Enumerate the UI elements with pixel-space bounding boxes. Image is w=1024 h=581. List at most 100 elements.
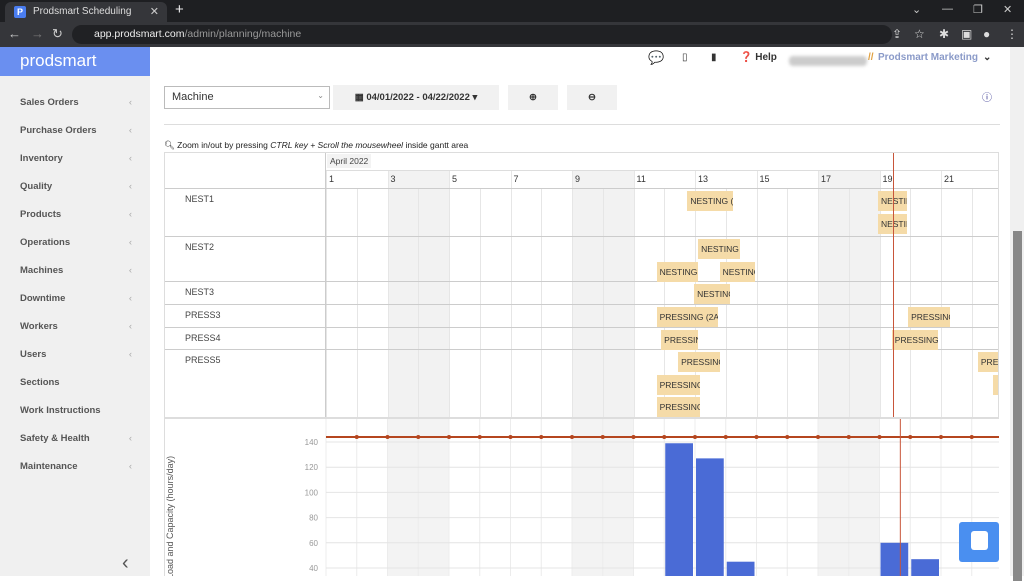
gantt-task-bar[interactable]: NESTING — [698, 239, 740, 259]
sidebar-item-label: Purchase Orders — [20, 125, 97, 136]
info-icon[interactable]: ⓘ — [982, 93, 992, 104]
chevron-down-icon: ⌄ — [317, 91, 324, 100]
sidebar-item[interactable]: Machines ‹ — [20, 265, 132, 276]
gantt-chart[interactable]: April 2022 1 3 5 7 9 11 13 15 17 19 21 NEST1 NEST2 NES… — [164, 152, 999, 418]
url-bar[interactable]: app.prodsmart.com/admin/planning/machine — [72, 25, 892, 44]
collapse-sidebar-icon[interactable]: ‹ — [122, 552, 129, 574]
chevron-left-icon: ‹ — [128, 461, 132, 472]
sidebar-item-label: Operations — [20, 237, 71, 248]
tab-search-icon[interactable]: ⌄ — [912, 4, 922, 16]
chevron-left-icon: ‹ — [128, 237, 132, 248]
chart-svg: 40 60 80 100 120 140 Load and Capacity (hours/… — [165, 419, 999, 576]
share-icon[interactable]: ⇪ — [892, 27, 903, 41]
day-gridline — [664, 189, 666, 417]
y-tick-label: 100 — [305, 488, 319, 497]
zoom-in-icon: ⊕ — [529, 92, 537, 103]
logo[interactable]: prodsmart — [0, 47, 150, 76]
capacity-point — [354, 434, 359, 439]
zoom-in-button[interactable]: ⊕ — [508, 85, 558, 110]
chat-widget-button[interactable] — [959, 522, 999, 562]
view-select-value: Machine — [172, 91, 214, 103]
chevron-left-icon: ‹ — [128, 125, 132, 136]
hint-suffix: inside gantt area — [403, 140, 469, 150]
chevron-left-icon: ‹ — [128, 181, 132, 192]
weekend-shade — [818, 419, 849, 576]
hint-key: CTRL key + Scroll the mousewheel — [270, 140, 404, 150]
sidebar-item[interactable]: Products ‹ — [20, 209, 132, 220]
view-select[interactable]: Machine ⌄ — [164, 86, 330, 109]
sidebar-item-label: Users — [20, 349, 47, 360]
gantt-task-bar[interactable]: NESTING — [719, 261, 755, 282]
gantt-task-bar[interactable]: PRESSING — [656, 374, 700, 395]
date-range-button[interactable]: ▦ 04/01/2022 - 04/22/2022 ▾ — [333, 85, 499, 110]
row-divider — [165, 236, 998, 237]
star-icon[interactable]: ☆ — [914, 27, 925, 41]
weekend-shade — [572, 419, 603, 576]
sidebar-item[interactable]: Quality ‹ — [20, 181, 132, 192]
capacity-point — [693, 434, 697, 439]
chevron-down-icon[interactable]: ⌄ — [983, 52, 992, 63]
sidebar-item[interactable]: Users ‹ — [20, 349, 132, 360]
sidebar-item[interactable]: Purchase Orders ‹ — [20, 125, 132, 136]
restore-icon[interactable]: ❐ — [973, 4, 983, 16]
gantt-task-bar[interactable]: NESTING — [694, 284, 731, 304]
sidebar-item[interactable]: Sales Orders ‹ — [20, 97, 132, 108]
back-icon[interactable]: ← — [8, 26, 21, 41]
scrollbar[interactable] — [1010, 47, 1024, 581]
hint-prefix: Zoom in/out by pressing — [177, 140, 271, 150]
close-window-icon[interactable]: ✕ — [1003, 4, 1013, 16]
profile-icon[interactable]: ● — [983, 27, 991, 41]
gantt-task-bar[interactable]: PRESSING — [977, 352, 998, 372]
extensions-icon[interactable]: ✱ — [939, 27, 950, 41]
load-bar — [696, 458, 724, 576]
gantt-task-bar[interactable]: PRESSING — [678, 352, 720, 372]
capacity-point — [600, 434, 605, 439]
day-gridline — [941, 171, 942, 417]
gantt-task-bar[interactable]: PRESSING (2A. — [656, 307, 719, 327]
weekend-shade — [848, 171, 880, 417]
sidebar-item[interactable]: Work Instructions — [20, 405, 132, 416]
sidebar-item[interactable]: Workers ‹ — [20, 321, 132, 332]
chat-icon[interactable]: 💬 — [648, 50, 665, 65]
gantt-task-bar[interactable]: NESTING (2A — [687, 191, 734, 211]
sidebar-item[interactable]: Downtime ‹ — [20, 293, 132, 304]
load-bar — [880, 542, 909, 576]
gantt-task-bar[interactable]: NESTING — [656, 261, 699, 282]
gantt-task-bar[interactable]: PRESSING — [661, 330, 699, 350]
sidebar-item[interactable]: Maintenance ‹ — [20, 461, 132, 472]
forward-icon[interactable]: → — [31, 26, 44, 41]
sidebar-item[interactable]: Safety & Health ‹ — [20, 433, 132, 444]
capacity-point — [723, 434, 728, 439]
day-gridline — [756, 171, 758, 417]
minimize-icon[interactable]: — — [942, 3, 953, 15]
sidebar-item-label: Quality — [20, 181, 53, 192]
gantt-task-bar[interactable]: PRESSING — [656, 397, 700, 417]
new-tab-button[interactable]: + — [175, 1, 184, 18]
browser-tab[interactable]: P Prodsmart Scheduling ✕ — [5, 2, 167, 22]
help-link[interactable]: ❓ Help — [740, 52, 777, 63]
mobile-icon[interactable]: ▯ — [682, 52, 688, 63]
gantt-task-bar[interactable] — [993, 374, 998, 395]
close-tab-icon[interactable]: ✕ — [149, 6, 159, 18]
sidebar-item[interactable]: Sections — [20, 377, 132, 388]
gantt-task-bar[interactable]: PRESSING — [908, 307, 951, 327]
sidebar-item[interactable]: Inventory ‹ — [20, 153, 132, 164]
scrollbar-thumb[interactable] — [1013, 231, 1022, 581]
company-menu[interactable]: Prodsmart Marketing — [878, 52, 979, 63]
day-label: 21 — [944, 174, 955, 184]
chevron-left-icon: ‹ — [128, 97, 132, 108]
sidepanel-icon[interactable]: ▣ — [961, 27, 973, 41]
weekend-shade — [572, 171, 603, 417]
machine-row-label: NEST2 — [185, 242, 215, 252]
user-name-blurred — [789, 56, 867, 66]
browser-tab-bar: P Prodsmart Scheduling ✕ + ⌄ — ❐ ✕ — [0, 0, 1024, 22]
day-label: 3 — [390, 174, 396, 184]
capacity-point — [539, 434, 544, 439]
menu-icon[interactable]: ⋮ — [1006, 27, 1018, 41]
reload-icon[interactable]: ↻ — [52, 26, 63, 41]
gantt-task-bar[interactable]: PRESSING — [891, 330, 938, 350]
zoom-out-button[interactable]: ⊖ — [567, 85, 617, 110]
sidebar: prodsmart Sales Orders ‹ Purchase Orders ‹ I… — [0, 47, 150, 576]
sidebar-item[interactable]: Operations ‹ — [20, 237, 132, 248]
bookmark-icon[interactable]: ▮ — [711, 52, 717, 63]
